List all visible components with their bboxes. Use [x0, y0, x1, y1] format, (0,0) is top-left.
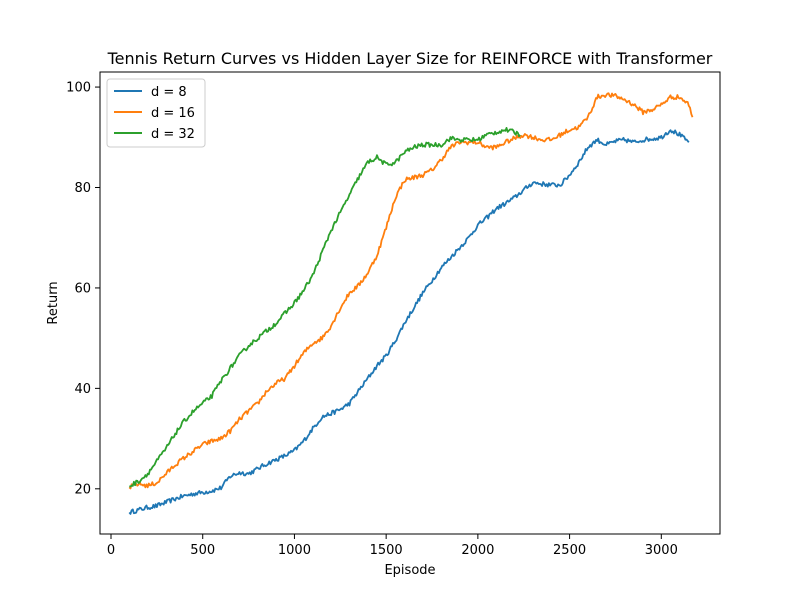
legend: d = 8 d = 16 d = 32: [106, 78, 206, 148]
x-tick-label: 3000: [645, 543, 678, 558]
x-axis-ticks: 0 500 1000 1500 2000 2500 3000: [107, 534, 678, 558]
chart-title: Tennis Return Curves vs Hidden Layer Siz…: [107, 49, 713, 68]
series-line-1: [128, 129, 690, 515]
y-tick-label: 100: [66, 81, 91, 96]
series-line-2: [128, 92, 694, 490]
legend-label-3: d = 32: [151, 127, 195, 142]
legend-label-2: d = 16: [151, 106, 195, 121]
series-line-3: [129, 127, 521, 488]
plot-frame: [99, 71, 721, 535]
y-tick-label: 60: [74, 281, 91, 296]
y-axis-label: Return: [46, 281, 61, 324]
x-tick-label: 1000: [278, 543, 311, 558]
plot-lines: [128, 92, 694, 515]
y-tick-label: 20: [74, 482, 91, 497]
y-tick-label: 80: [74, 181, 91, 196]
y-axis-ticks: 20 40 60 80 100: [66, 81, 100, 497]
legend-label-1: d = 8: [151, 85, 187, 100]
x-tick-label: 2500: [553, 543, 586, 558]
legend-box: [106, 78, 206, 148]
y-tick-label: 40: [74, 382, 91, 397]
x-axis-label: Episode: [384, 563, 435, 578]
x-tick-label: 500: [190, 543, 215, 558]
x-tick-label: 2000: [461, 543, 494, 558]
x-tick-label: 0: [107, 543, 115, 558]
x-tick-label: 1500: [370, 543, 403, 558]
